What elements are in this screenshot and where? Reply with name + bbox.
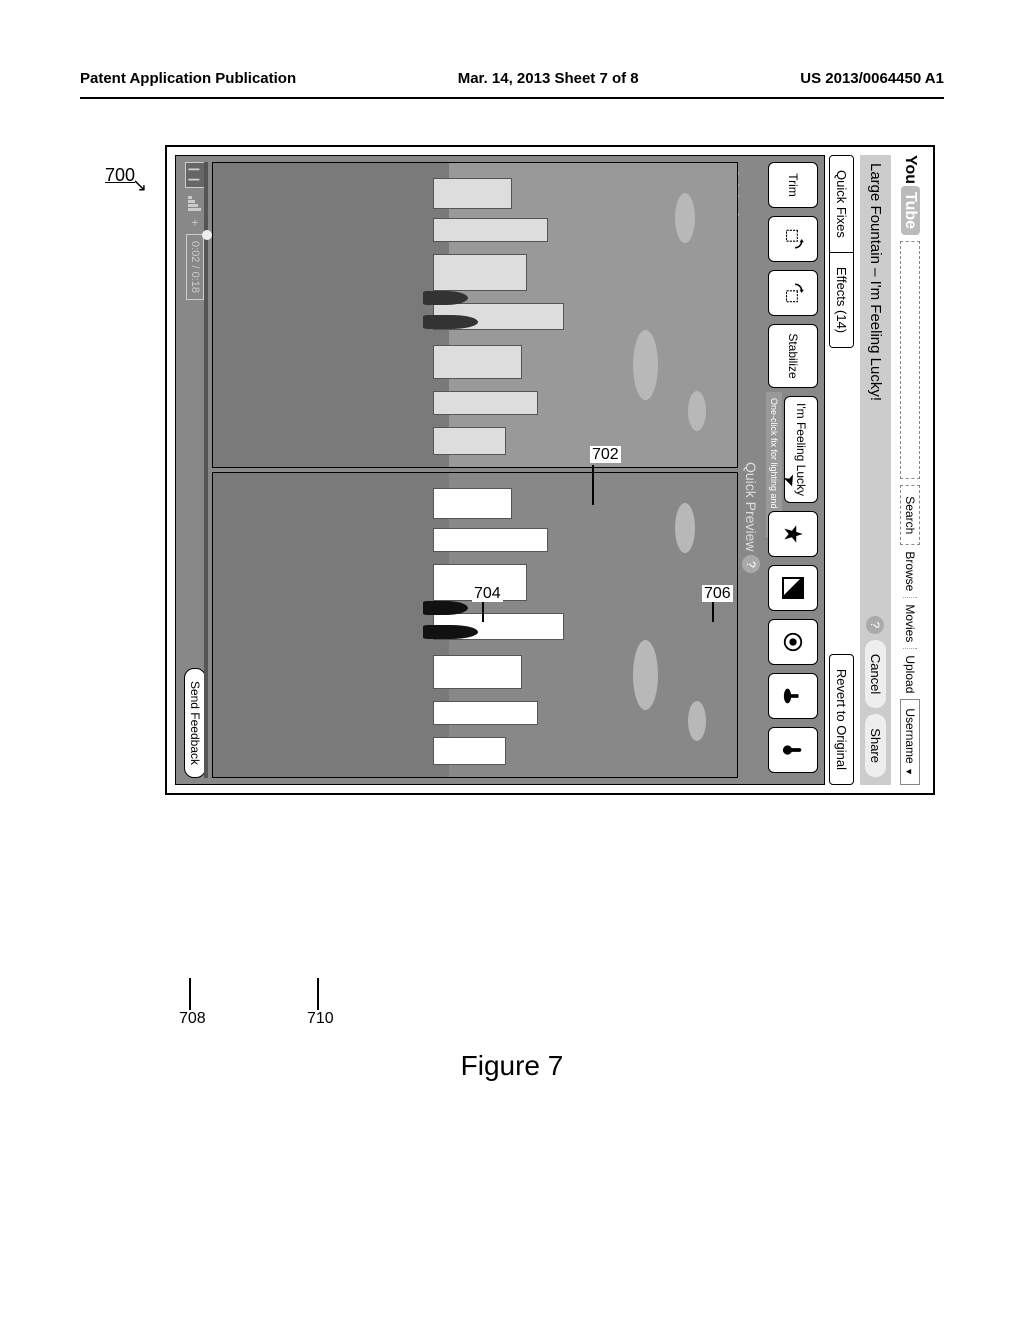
vignette-icon: [782, 631, 804, 653]
pause-icon: ❙❙: [189, 165, 202, 185]
nav-browse[interactable]: Browse: [903, 551, 917, 591]
tool-row: Trim Stabilize I'm Feeling Lucky: [768, 162, 818, 778]
logo: You Tube: [901, 155, 919, 235]
cancel-button[interactable]: Cancel: [865, 640, 886, 708]
help-icon[interactable]: ?: [867, 616, 885, 634]
callout-710: 710: [305, 1010, 336, 1028]
trim-label: Trim: [786, 173, 800, 197]
scene-original: [213, 163, 737, 467]
app-window: You Tube Search Browse Movies Upload User…: [165, 145, 935, 795]
scene-preview: [213, 473, 737, 777]
reference-arrow-icon: ↘: [132, 175, 147, 196]
volume-icon[interactable]: [188, 196, 202, 211]
feeling-lucky-group: I'm Feeling Lucky ➤ One-click fix for li…: [784, 396, 818, 503]
video-title: Large Fountain – I'm Feeling Lucky!: [867, 163, 884, 401]
nav-upload[interactable]: Upload: [903, 648, 917, 693]
rotate-right-icon: [780, 280, 806, 306]
username-menu[interactable]: Username ▼: [900, 699, 920, 785]
logo-you: You: [902, 155, 919, 184]
stabilize-label: Stabilize: [786, 333, 800, 378]
callout-line-708: [189, 978, 191, 1010]
header-right: US 2013/0064450 A1: [800, 70, 944, 87]
play-pause-button[interactable]: ❙❙: [185, 162, 205, 188]
callout-line-710: [317, 978, 319, 1010]
vignette-button[interactable]: [768, 619, 818, 665]
dropdown-icon: ▼: [904, 767, 914, 776]
header-center: Mar. 14, 2013 Sheet 7 of 8: [458, 70, 639, 87]
header-left: Patent Application Publication: [80, 70, 296, 87]
callout-line-706: [712, 602, 714, 622]
temperature-button[interactable]: [768, 727, 818, 773]
wand-button[interactable]: [768, 511, 818, 557]
tabs: Quick Fixes Effects (14): [829, 155, 854, 348]
editor-area: Trim Stabilize I'm Feeling Lucky: [175, 155, 825, 785]
search-button[interactable]: Search: [900, 485, 920, 545]
callout-706: 706: [702, 585, 733, 603]
callout-702: 702: [590, 446, 621, 464]
stabilize-button[interactable]: Stabilize: [768, 324, 818, 388]
preview-label: Quick Preview ?: [742, 462, 760, 778]
scrubber-handle[interactable]: [202, 230, 212, 240]
revert-button[interactable]: Revert to Original: [829, 654, 854, 785]
top-bar: You Tube Search Browse Movies Upload User…: [895, 155, 925, 785]
logo-tube: Tube: [901, 186, 920, 235]
callout-line-704: [482, 602, 484, 622]
preview-label-text: Quick Preview: [743, 462, 759, 551]
tabs-row: Quick Fixes Effects (14) Revert to Origi…: [829, 155, 854, 785]
contrast-icon: [782, 577, 804, 599]
video-row: [212, 162, 738, 778]
scrubber[interactable]: [204, 162, 208, 778]
fill-light-button[interactable]: [768, 673, 818, 719]
header-rule: [80, 97, 944, 99]
video-pane-original: [212, 162, 738, 468]
rotate-left-icon: [780, 226, 806, 252]
rotated-figure: You Tube Search Browse Movies Upload User…: [165, 145, 935, 795]
tab-effects[interactable]: Effects (14): [830, 253, 853, 347]
fill-light-icon: [782, 685, 804, 707]
time-display: 0:02 / 0:18: [186, 234, 204, 300]
rotate-right-button[interactable]: [768, 270, 818, 316]
rotate-left-button[interactable]: [768, 216, 818, 262]
page-header: Patent Application Publication Mar. 14, …: [0, 0, 1024, 97]
trim-button[interactable]: Trim: [768, 162, 818, 208]
tab-quick-fixes[interactable]: Quick Fixes: [830, 156, 853, 253]
callout-line-702: [592, 465, 594, 505]
wand-icon: [780, 521, 806, 547]
contrast-button[interactable]: [768, 565, 818, 611]
figure-wrap: 700 ↘ YouTube Search Browse Movies Uploa…: [140, 170, 910, 820]
nav-links: Browse Movies Upload: [903, 551, 917, 693]
send-feedback-button[interactable]: Send Feedback: [184, 668, 206, 778]
volume-plus-icon: +: [188, 219, 202, 226]
title-actions: ? Cancel Share: [865, 616, 886, 777]
temperature-icon: [782, 739, 804, 761]
callout-708: 708: [177, 1010, 208, 1028]
nav-movies[interactable]: Movies: [903, 597, 917, 642]
username-label: Username: [903, 708, 917, 763]
figure-label: Figure 7: [0, 1050, 1024, 1082]
figure-reference-number: 700: [105, 165, 135, 186]
preview-help-icon[interactable]: ?: [742, 555, 760, 573]
share-button[interactable]: Share: [865, 714, 886, 777]
callout-704: 704: [472, 585, 503, 603]
title-bar: Large Fountain – I'm Feeling Lucky! ? Ca…: [860, 155, 891, 785]
search-input[interactable]: [900, 241, 920, 479]
video-pane-preview: [212, 472, 738, 778]
